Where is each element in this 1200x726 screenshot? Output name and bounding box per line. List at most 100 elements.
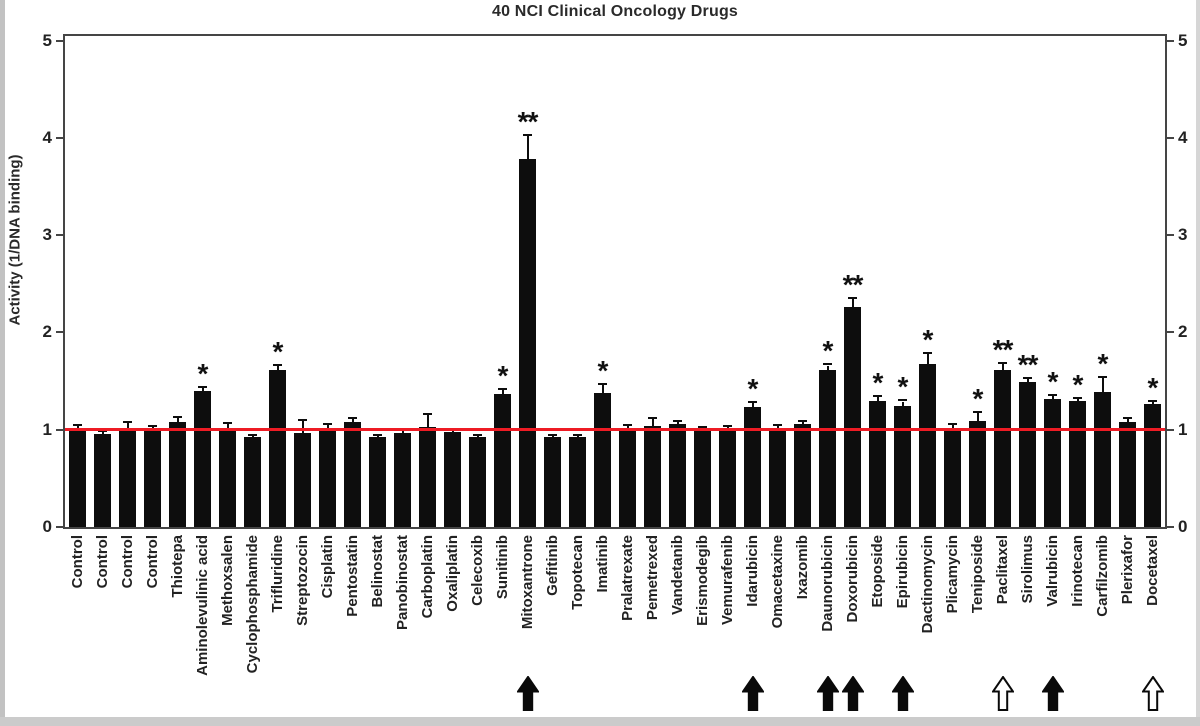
x-tick-label: Ixazomib [794, 535, 811, 600]
bar-gefitinib [544, 437, 561, 527]
bar-plicamycin [944, 427, 961, 527]
bar-docetaxel [1144, 404, 1161, 527]
x-tick-label: Celecoxib [469, 535, 486, 606]
y-tick-label-left: 3 [42, 225, 52, 245]
bar-sunitinib [494, 393, 511, 527]
error-bar [476, 435, 479, 439]
error-bar-cap [823, 363, 832, 366]
error-bar [551, 435, 554, 439]
x-tick-label: Doxorubicin [844, 535, 861, 623]
y-tick-mark-right [1167, 39, 1174, 42]
error-bar-cap [523, 133, 532, 136]
error-bar [101, 431, 104, 435]
y-tick-label-left: 5 [42, 30, 52, 50]
y-tick-mark-right [1167, 136, 1174, 139]
y-tick-label-right: 3 [1178, 225, 1188, 245]
significance-marker: * [597, 354, 609, 386]
bar-doxorubicin [844, 307, 861, 527]
y-tick-label-left: 1 [42, 419, 52, 439]
error-bar-cap [923, 351, 932, 354]
chart-title: 40 NCI Clinical Oncology Drugs [491, 3, 739, 20]
x-tick-label: Topotecan [569, 535, 586, 610]
error-bar [226, 423, 229, 430]
error-bar-cap [348, 417, 357, 419]
significance-marker: * [872, 366, 884, 398]
error-bar [1126, 419, 1129, 423]
error-bar [401, 430, 404, 434]
error-bar [826, 365, 829, 372]
bar-daunorubicin [819, 370, 836, 527]
error-bar [751, 403, 754, 409]
x-tick-label: Erismodegib [694, 535, 711, 626]
error-bar-cap [548, 433, 557, 436]
significance-marker: ** [842, 269, 864, 301]
y-tick-mark-left [56, 526, 63, 528]
significance-marker: * [1097, 348, 1109, 380]
significance-marker: * [972, 383, 984, 415]
y-tick-label-left: 0 [42, 517, 52, 536]
significance-marker: * [897, 371, 909, 403]
error-bar [301, 420, 304, 434]
error-bar-cap [648, 417, 657, 419]
error-bar [351, 419, 354, 423]
error-bar [376, 435, 379, 439]
error-bar [901, 401, 904, 408]
x-tick-label: Methoxsalen [219, 535, 236, 626]
significance-marker: * [922, 323, 934, 355]
error-bar [851, 299, 854, 309]
error-bar-cap [1098, 376, 1107, 379]
x-tick-label: Docetaxel [1144, 535, 1161, 606]
error-bar-cap [1073, 396, 1082, 399]
x-tick-label: Omacetaxine [769, 535, 786, 629]
x-tick-label: Etoposide [869, 535, 886, 608]
error-bar-cap [1048, 393, 1057, 396]
error-bar-cap [173, 416, 182, 419]
error-bar [1101, 378, 1104, 393]
error-bar-cap [598, 382, 607, 385]
x-tick-label: Pentostatin [344, 535, 361, 617]
y-tick-mark-right [1167, 331, 1174, 334]
bar-ixazomib [794, 423, 811, 527]
bar-cisplatin [319, 427, 336, 527]
bar-trifluridine [269, 370, 286, 527]
error-bar-cap [673, 419, 682, 422]
filled-arrow-icon [1040, 675, 1065, 712]
bar-dactinomycin [919, 363, 936, 527]
scan-border-bottom [0, 717, 1200, 726]
error-bar-cap [748, 401, 757, 404]
filled-arrow-icon [815, 675, 840, 712]
error-bar-cap [973, 411, 982, 414]
x-tick-label: Dactinomycin [919, 535, 936, 634]
error-bar-cap [1123, 417, 1132, 419]
x-tick-label: Control [119, 535, 136, 589]
error-bar [951, 424, 954, 429]
y-tick-label-left: 2 [42, 322, 52, 342]
x-tick-label: Control [69, 535, 86, 589]
y-tick-mark-left [56, 234, 63, 237]
error-bar-cap [373, 433, 382, 436]
bar-cyclophosphamide [244, 437, 261, 527]
y-tick-mark-left [56, 331, 63, 334]
open-arrow-icon [990, 675, 1015, 712]
error-bar [676, 421, 679, 425]
x-tick-label: Aminolevulinic acid [194, 535, 211, 676]
error-bar-cap [798, 419, 807, 422]
x-tick-label: Sirolimus [1019, 535, 1036, 604]
x-tick-label: Plicamycin [944, 535, 961, 614]
bar-aminolevulinic-acid [194, 390, 211, 527]
y-tick-label-right: 5 [1178, 30, 1188, 50]
bar-etoposide [869, 401, 886, 527]
reference-line [65, 427, 1165, 431]
bar-control [94, 433, 111, 527]
y-tick-label-right: 2 [1178, 322, 1188, 342]
bar-control [69, 429, 86, 527]
x-tick-label: Belinostat [369, 535, 386, 608]
x-tick-label: Streptozocin [294, 535, 311, 626]
x-tick-label: Thiotepa [169, 535, 186, 598]
significance-marker: * [1047, 365, 1059, 397]
x-tick-label: Plerixafor [1119, 535, 1136, 605]
y-axis-title: Activity (1/DNA binding) [6, 154, 24, 326]
significance-marker: * [272, 336, 284, 368]
error-bar [1001, 363, 1004, 372]
bar-pralatrexate [619, 428, 636, 527]
